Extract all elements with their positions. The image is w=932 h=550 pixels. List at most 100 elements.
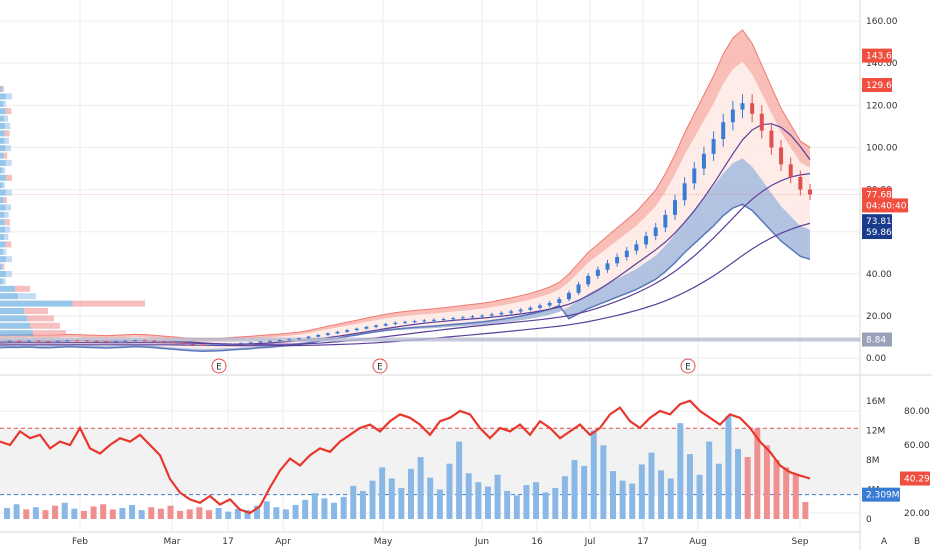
- volume-bar: [234, 508, 241, 519]
- candle-body: [528, 307, 533, 310]
- lower-band: [0, 158, 810, 352]
- volume-bar: [13, 504, 20, 519]
- volume-profile-bar-sell: [3, 152, 8, 159]
- volume-bar: [600, 445, 607, 519]
- volume-bar: [119, 507, 126, 519]
- volume-profile-bar-sell: [4, 234, 9, 240]
- volume-bar: [4, 507, 10, 519]
- volume-bar: [61, 502, 68, 519]
- volume-bar: [273, 507, 280, 519]
- candle-body: [769, 130, 774, 148]
- volume-bar: [792, 474, 799, 519]
- volume-bar: [340, 496, 347, 519]
- volume-profile-bar-sell: [30, 322, 60, 329]
- candle-body: [229, 343, 234, 345]
- volume-bar: [302, 499, 309, 519]
- volume-profile-bar-buy: [0, 130, 5, 137]
- candle-body: [335, 331, 340, 334]
- candle-body: [605, 263, 610, 270]
- volume-profile-bar-sell: [15, 285, 30, 292]
- candle-body: [653, 227, 658, 236]
- volume-bar: [215, 507, 222, 519]
- time-tick-label: Aug: [689, 537, 707, 547]
- earnings-marker[interactable]: E: [680, 358, 696, 374]
- volume-profile-bar-sell: [4, 130, 10, 137]
- candle-body: [673, 200, 677, 215]
- time-tick-label: Apr: [275, 537, 291, 547]
- candle-body: [518, 309, 523, 312]
- volume-bar: [744, 457, 751, 519]
- auto-scale-button[interactable]: A: [881, 537, 888, 547]
- volume-bar: [167, 505, 174, 519]
- volume-bar: [225, 511, 232, 519]
- candle-body: [470, 316, 475, 318]
- volume-bar: [619, 480, 626, 519]
- time-tick-label: Jun: [474, 537, 489, 547]
- candle-body: [210, 344, 215, 346]
- volume-profile-bar-sell: [5, 123, 11, 129]
- value-tag-bg: [862, 332, 892, 347]
- candle-body: [538, 305, 542, 308]
- volume-bar: [513, 495, 520, 519]
- volume-profile-bar-sell: [3, 115, 8, 122]
- volume-bar: [52, 505, 59, 519]
- price-tick-label: 120.00: [866, 101, 898, 111]
- volume-profile-bar-sell: [18, 293, 36, 300]
- value-tag-bg: [862, 214, 892, 229]
- volume-tick-label: 8M: [866, 456, 880, 466]
- volume-profile-bar-sell: [5, 204, 12, 211]
- volume-bar: [677, 423, 684, 519]
- candle-body: [808, 189, 812, 195]
- volume-profile-bar-sell: [33, 330, 66, 337]
- volume-profile-bar-buy: [0, 123, 6, 129]
- volume-bar: [148, 507, 155, 519]
- volume-bar: [456, 441, 463, 519]
- earnings-marker[interactable]: E: [211, 358, 227, 374]
- candle-body: [586, 275, 591, 285]
- volume-bar: [350, 485, 357, 519]
- value-tag: 143.60: [862, 48, 898, 63]
- candle-body: [277, 340, 282, 342]
- candle-body: [248, 342, 253, 344]
- candle-body: [634, 244, 639, 251]
- candle-body: [798, 176, 803, 190]
- volume-profile-bar-sell: [5, 108, 12, 115]
- value-tag-text: 77.68: [866, 190, 892, 200]
- candle-body: [354, 328, 359, 331]
- volume-bar: [196, 507, 203, 519]
- volume-bar: [686, 454, 693, 519]
- volume-profile-bar-sell: [5, 271, 12, 277]
- volume-bar: [263, 501, 270, 519]
- volume-bar: [80, 510, 87, 519]
- volume-tick-label: 12M: [866, 427, 885, 437]
- volume-bar: [398, 488, 405, 519]
- earnings-marker[interactable]: E: [372, 358, 388, 374]
- volume-bar: [590, 430, 597, 519]
- rsi-tick-label: 20.00: [904, 509, 930, 519]
- volume-profile-bar-sell: [5, 145, 11, 152]
- earnings-label: E: [685, 363, 691, 373]
- candle-body: [306, 336, 311, 339]
- volume-bar: [446, 463, 453, 519]
- candle-body: [624, 250, 629, 258]
- time-tick-label: Mar: [164, 537, 181, 547]
- candle-body: [345, 330, 350, 332]
- volume-bar: [71, 508, 78, 519]
- candle-body: [644, 235, 649, 245]
- volume-bar: [292, 504, 299, 519]
- log-scale-button[interactable]: B: [914, 537, 920, 547]
- candle-body: [721, 122, 726, 140]
- candle-body: [239, 342, 244, 344]
- candle-body: [393, 322, 398, 325]
- candle-body: [316, 334, 321, 337]
- candle-body: [374, 325, 379, 327]
- volume-profile-bar-buy: [0, 152, 4, 159]
- volume-bar: [763, 445, 770, 519]
- volume-profile-bar-buy: [0, 182, 3, 189]
- candle-body: [750, 103, 755, 114]
- value-tag-bg: [862, 487, 900, 502]
- volume-bar: [610, 471, 616, 519]
- volume-bar: [523, 485, 530, 519]
